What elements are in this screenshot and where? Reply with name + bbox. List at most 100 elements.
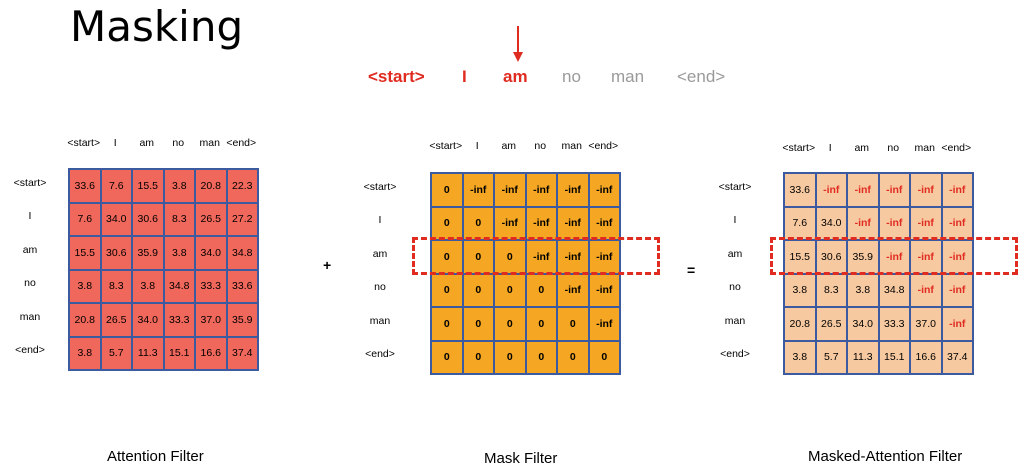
mask-cell: -inf <box>557 240 589 274</box>
masked-cell: 26.5 <box>815 307 847 341</box>
masked-cell: 3.8 <box>784 340 816 374</box>
mask-cell: -inf <box>588 273 620 307</box>
mask-cell: -inf <box>557 273 589 307</box>
masked-highlight-row-box <box>770 237 1018 275</box>
attention-row-label: am <box>22 243 38 256</box>
masked-col-label: <start> <box>782 142 816 154</box>
masked-cell: -inf <box>878 240 910 274</box>
attention-cell: 20.8 <box>195 169 227 203</box>
mask-cell: 0 <box>431 273 463 307</box>
attention-filter-caption: Attention Filter <box>107 448 204 465</box>
masked-cell: 3.8 <box>847 273 879 307</box>
token-no: no <box>562 67 581 86</box>
attention-cell: 33.3 <box>195 269 227 303</box>
attention-cell: 16.6 <box>195 336 227 370</box>
mask-cell: 0 <box>462 206 494 240</box>
mask-cell: -inf <box>588 307 620 341</box>
token-start: <start> <box>368 67 425 86</box>
attention-cell: 3.8 <box>163 169 195 203</box>
attention-cell: 33.3 <box>163 303 195 337</box>
attention-cell: 34.8 <box>163 269 195 303</box>
masked-row-label: I <box>733 214 737 227</box>
mask-cell: 0 <box>431 240 463 274</box>
mask-cell: 0 <box>462 340 494 374</box>
attention-cell: 8.3 <box>163 202 195 236</box>
masked-cell: -inf <box>910 173 942 207</box>
token-man: man <box>611 67 645 86</box>
mask-cell: 0 <box>431 173 463 207</box>
masked-cell: -inf <box>878 173 910 207</box>
masked-row-label: no <box>729 281 741 294</box>
mask-cell: -inf <box>588 206 620 240</box>
masked-cell: 8.3 <box>815 273 847 307</box>
masked-cell: 37.4 <box>941 340 973 374</box>
token-i: I <box>462 67 467 86</box>
mask-cell: -inf <box>525 173 557 207</box>
slide-title: Masking <box>70 2 244 51</box>
masked-cell: 33.3 <box>878 307 910 341</box>
mask-col-label: no <box>534 140 547 152</box>
masked-cell: 33.6 <box>784 173 816 207</box>
masked-cell: -inf <box>941 307 973 341</box>
sentence-tokens: <start> I am no man <end> <box>0 67 1023 97</box>
mask-cell: 0 <box>494 307 526 341</box>
mask-row-label: <end> <box>365 348 395 361</box>
attention-cell: 26.5 <box>100 303 132 337</box>
mask-cell: 0 <box>557 340 589 374</box>
attention-cell: 20.8 <box>69 303 101 337</box>
mask-col-label: <start> <box>429 140 463 152</box>
attention-cell: 22.3 <box>226 169 258 203</box>
mask-cell: 0 <box>462 307 494 341</box>
attention-cell: 37.4 <box>226 336 258 370</box>
masked-col-label: am <box>854 142 870 154</box>
masked-row-label: am <box>727 247 743 260</box>
masked-cell: 34.8 <box>878 273 910 307</box>
attention-col-label: <start> <box>67 137 101 149</box>
attention-cell: 26.5 <box>195 202 227 236</box>
attention-cell: 27.2 <box>226 202 258 236</box>
masked-cell: 3.8 <box>784 273 816 307</box>
attention-row-label: man <box>19 310 41 323</box>
masked-cell: -inf <box>847 173 879 207</box>
masked-cell: 16.6 <box>910 340 942 374</box>
masked-cell: -inf <box>910 273 942 307</box>
mask-cell: 0 <box>525 273 557 307</box>
attention-cell: 30.6 <box>132 202 164 236</box>
attention-cell: 3.8 <box>69 336 101 370</box>
mask-cell: 0 <box>525 307 557 341</box>
masked-cell: -inf <box>941 206 973 240</box>
mask-cell: 0 <box>462 273 494 307</box>
attention-cell: 7.6 <box>69 202 101 236</box>
mask-cell: 0 <box>588 340 620 374</box>
attention-row-label: <end> <box>15 344 45 357</box>
attention-col-label: am <box>139 137 155 149</box>
mask-row-label: I <box>378 214 382 227</box>
token-am: am <box>503 67 528 86</box>
mask-matrix: 0 -inf -inf -inf -inf -inf 0 0 -inf -inf -inf -inf 0… <box>430 172 621 375</box>
attention-col-label: man <box>199 137 220 149</box>
masked-cell: 15.1 <box>878 340 910 374</box>
mask-col-label: <end> <box>588 140 619 152</box>
mask-row-label: <start> <box>363 180 397 193</box>
attention-cell: 15.5 <box>132 169 164 203</box>
attention-col-label: no <box>172 137 185 149</box>
attention-cell: 34.0 <box>132 303 164 337</box>
mask-col-label: man <box>561 140 582 152</box>
mask-cell: -inf <box>588 240 620 274</box>
attention-cell: 3.8 <box>163 236 195 270</box>
attention-cell: 5.7 <box>100 336 132 370</box>
masked-cell: -inf <box>941 240 973 274</box>
masked-row-label: <start> <box>718 180 752 193</box>
mask-col-label: I <box>475 140 479 152</box>
attention-cell: 3.8 <box>132 269 164 303</box>
mask-cell: -inf <box>557 173 589 207</box>
masked-cell: -inf <box>815 173 847 207</box>
masked-cell: 34.0 <box>815 206 847 240</box>
masked-cell: 34.0 <box>847 307 879 341</box>
mask-row-label: am <box>372 247 388 260</box>
masked-cell: 30.6 <box>815 240 847 274</box>
attention-cell: 34.8 <box>226 236 258 270</box>
mask-filter-caption: Mask Filter <box>484 450 558 467</box>
attention-col-label: <end> <box>226 137 257 149</box>
masked-cell: 37.0 <box>910 307 942 341</box>
